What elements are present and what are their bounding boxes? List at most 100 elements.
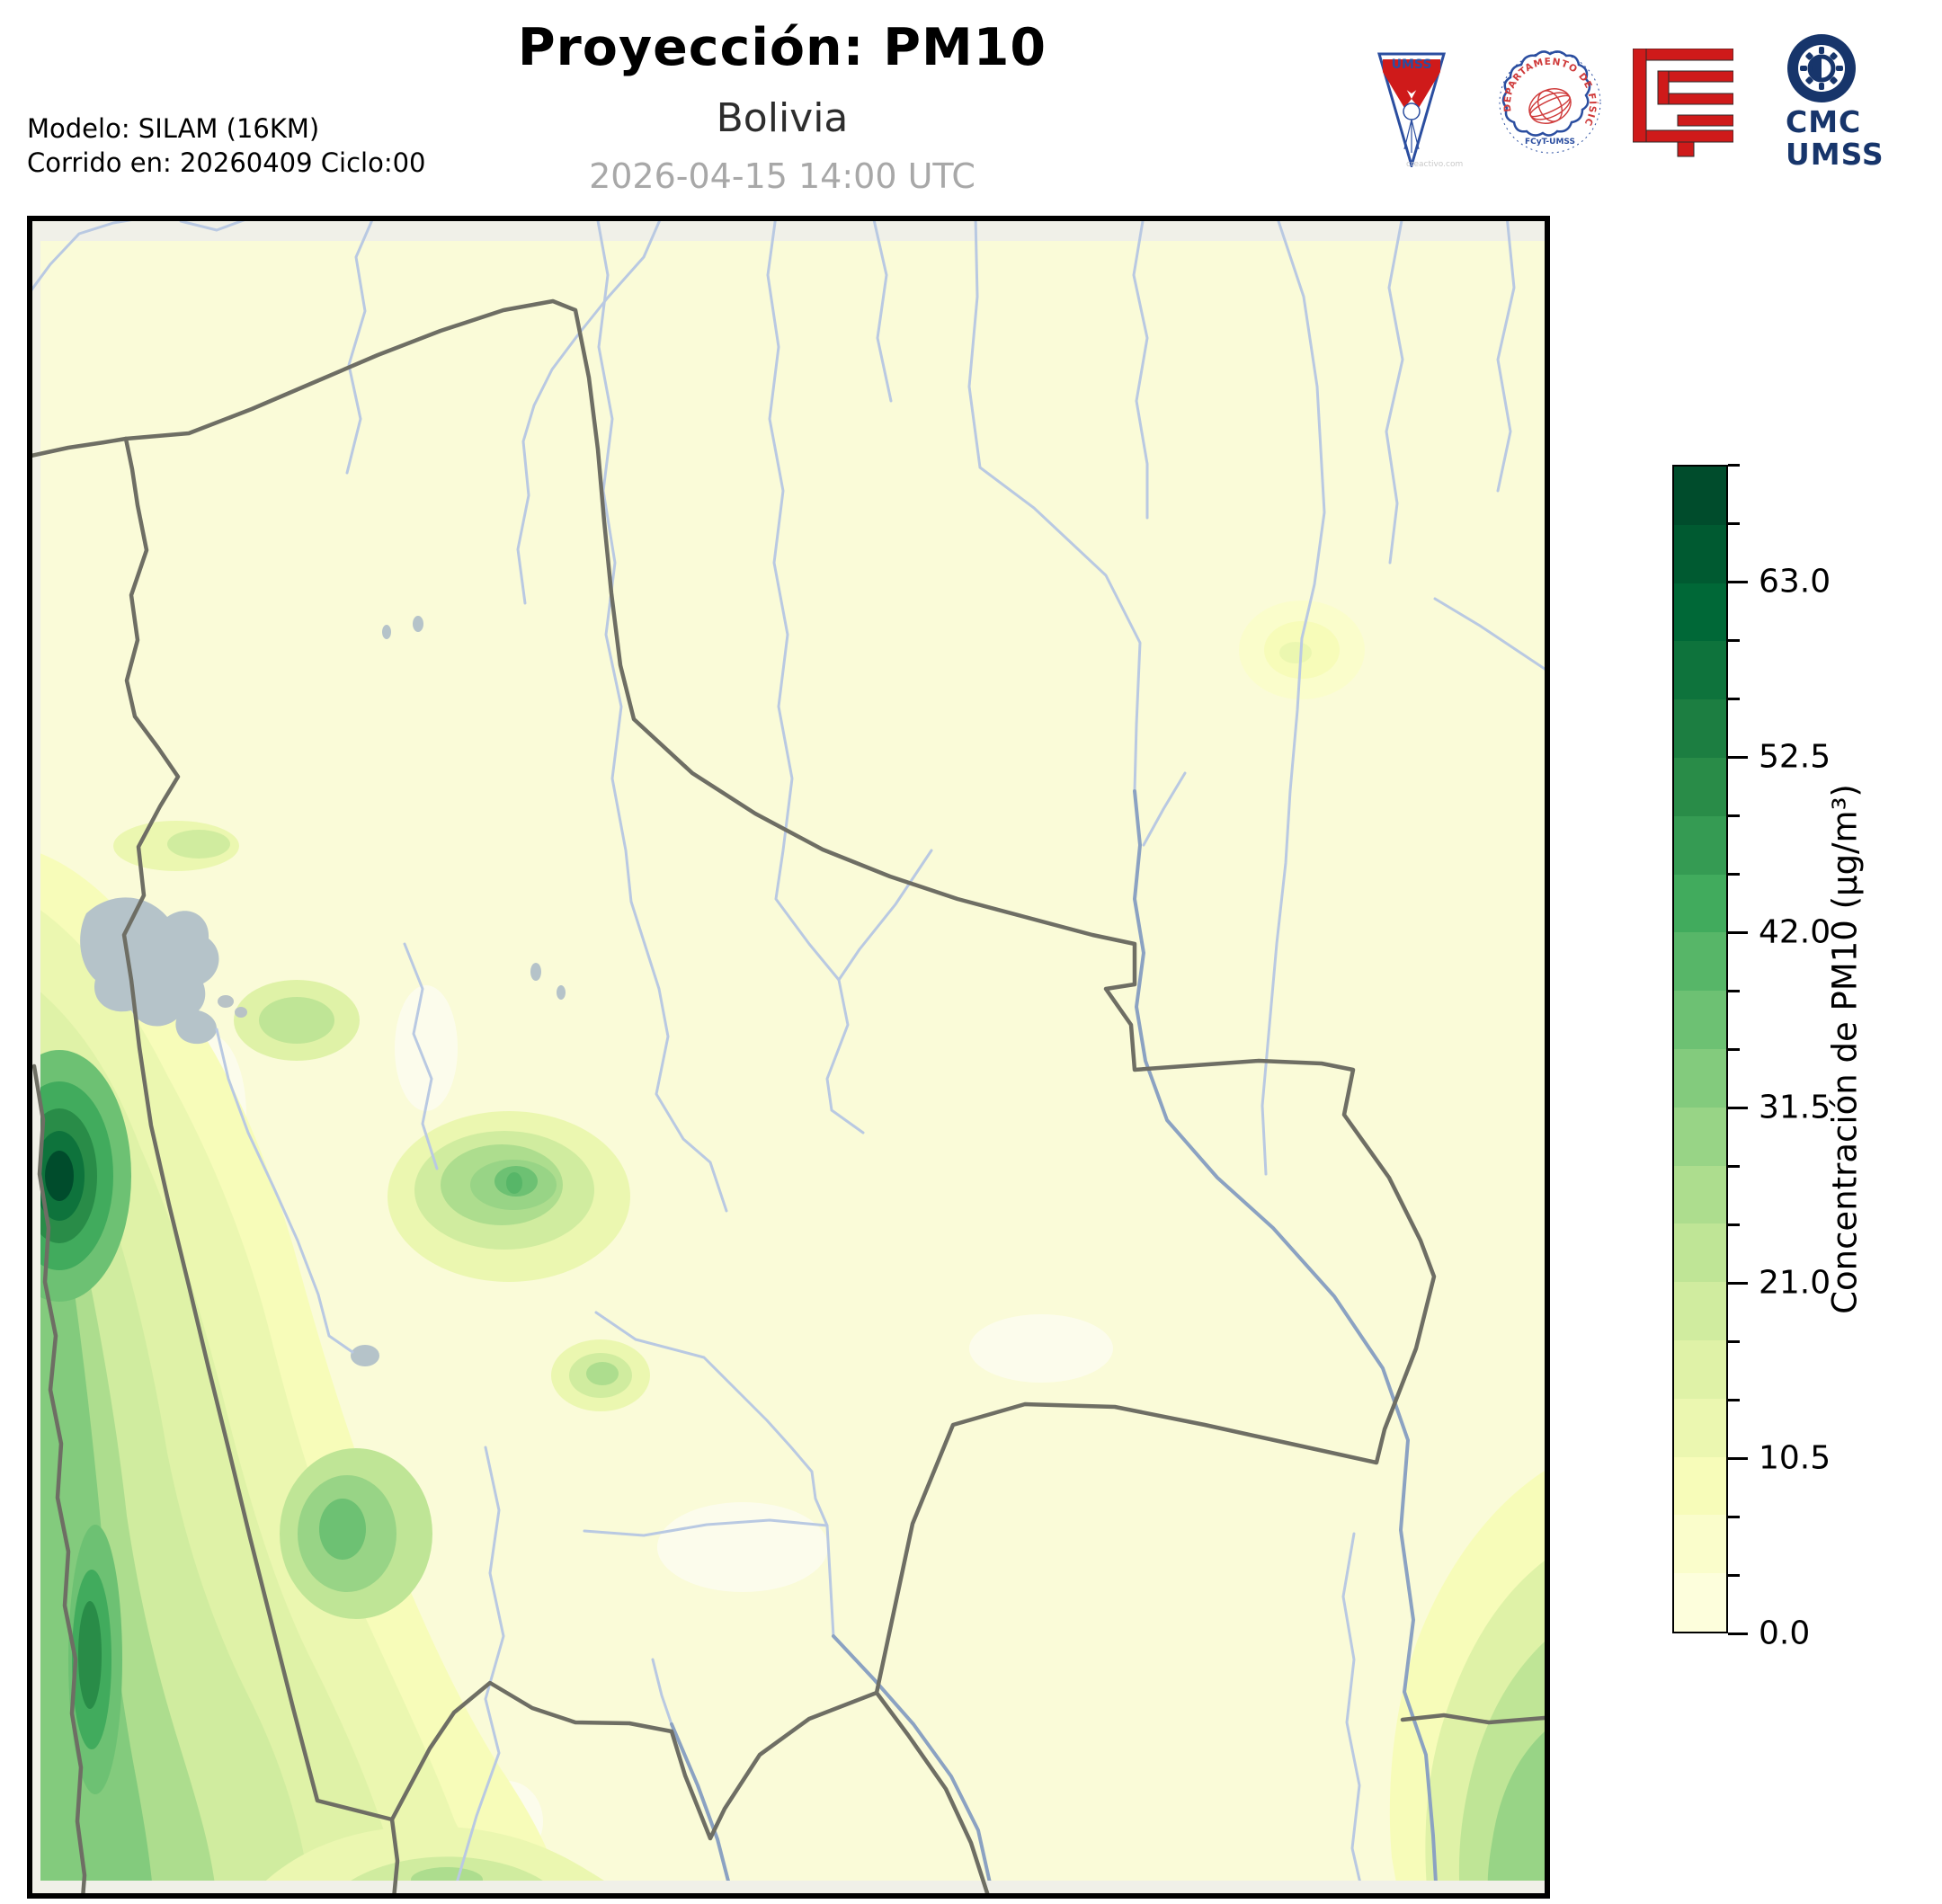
colorbar-tick-label: 0.0 <box>1759 1615 1811 1652</box>
coastal-band <box>78 1601 102 1709</box>
colorbar-tick <box>1728 463 1740 467</box>
river <box>651 1658 673 1726</box>
river <box>179 221 245 232</box>
colorbar-segment <box>1674 583 1726 642</box>
colorbar-segment <box>1674 1456 1726 1516</box>
seal-globe-sketch <box>1528 88 1572 124</box>
cmc-eye-half <box>1812 58 1822 78</box>
colorbar-tick <box>1728 755 1748 759</box>
colorbar-segment <box>1674 991 1726 1049</box>
river <box>837 849 933 982</box>
colorbar-tick <box>1728 580 1748 583</box>
colorbar-tick-label: 63.0 <box>1759 563 1831 601</box>
river <box>345 221 374 475</box>
white-patch <box>657 1502 828 1592</box>
white-patch <box>395 985 458 1111</box>
cmc-text-line2: UMSS <box>1786 137 1884 172</box>
colorbar-tick <box>1728 989 1740 992</box>
colorbar-segment <box>1674 1282 1726 1340</box>
pennant-red-top <box>1383 59 1440 99</box>
river <box>516 221 662 605</box>
colorbar-ticks: 0.0 10.5 21.0 31.5 42.0 52.5 63.0 <box>1728 463 1942 1652</box>
river <box>403 942 439 1170</box>
small-lake <box>530 963 541 981</box>
model-name: Modelo: SILAM (16KM) <box>27 113 320 144</box>
colorbar-segment <box>1674 757 1726 816</box>
umss-pennant-logo: UMSS <box>1377 52 1446 167</box>
pennant-text: UMSS <box>1392 58 1432 72</box>
colorbar-tick <box>1728 521 1740 525</box>
colorbar-segment <box>1674 641 1726 700</box>
pennant-red-right <box>1412 72 1440 108</box>
colorbar-segment <box>1674 1223 1726 1283</box>
river <box>872 221 893 403</box>
river <box>452 1446 505 1893</box>
contour-level <box>32 1147 154 1893</box>
river <box>1433 597 1545 671</box>
river-desaguadero <box>215 1028 354 1354</box>
river <box>967 221 1142 793</box>
colorbar-segment <box>1674 1339 1726 1399</box>
contour-blob <box>167 830 230 859</box>
cmc-text-line1: CMC <box>1786 104 1862 139</box>
river <box>1496 221 1516 493</box>
colorbar-segment <box>1674 699 1726 758</box>
departamento-fisica-seal: DEPARTAMENTO DE FÍSICA FCyT-UMSS <box>1496 38 1601 154</box>
seal-dotted-ring <box>1499 51 1601 154</box>
urban-patch <box>218 995 234 1008</box>
hotspot-core <box>45 1151 74 1201</box>
colorbar-tick <box>1728 638 1740 642</box>
colorbar-tick <box>1728 1573 1740 1577</box>
argentina-paraguay-border <box>874 1690 990 1893</box>
colorbar-tick <box>1728 1632 1748 1635</box>
colorbar-segment <box>1674 1048 1726 1108</box>
colorbar-tick <box>1728 872 1740 876</box>
white-patch <box>969 1314 1113 1383</box>
major-rivers <box>670 789 1439 1893</box>
colorbar-tick-label: 31.5 <box>1759 1089 1831 1126</box>
colorbar-segment <box>1674 1107 1726 1166</box>
colorbar-tick <box>1728 1223 1740 1226</box>
contour-blob <box>586 1362 619 1385</box>
colorbar-segment <box>1674 1515 1726 1574</box>
bolivia-country-border <box>121 298 1437 1841</box>
peru-brazil-border <box>32 436 129 458</box>
river <box>1142 771 1187 847</box>
colorbar-tick <box>1728 930 1748 934</box>
colorbar-segment <box>1674 1398 1726 1457</box>
lakes <box>80 616 566 1366</box>
rivers <box>32 221 1545 1893</box>
colorbar-tick <box>1728 1398 1740 1401</box>
seal-scalloped-border <box>1501 50 1591 137</box>
colorbar-segment <box>1674 932 1726 992</box>
river <box>596 221 728 1213</box>
cmc-eye-ring <box>1807 54 1836 83</box>
small-lake <box>382 625 391 639</box>
river <box>1341 1532 1365 1893</box>
colorbar-tick <box>1728 814 1740 817</box>
colorbar-tick-label: 42.0 <box>1759 913 1831 951</box>
river-pilcomayo-lower <box>832 1634 994 1893</box>
lake-titicaca <box>80 897 219 1027</box>
pennant-watermark: creactivo.com <box>1406 160 1464 169</box>
cmc-rays <box>1800 47 1843 90</box>
urban-patch <box>235 1007 247 1018</box>
colorbar-segment <box>1674 524 1726 583</box>
small-lake <box>557 985 566 1000</box>
pacific-coastline <box>32 1063 87 1893</box>
contour-blob <box>319 1499 366 1560</box>
colorbar-tick-label: 21.0 <box>1759 1264 1831 1302</box>
fcyt-greek-key <box>1633 49 1733 157</box>
colorbar-tick <box>1728 1339 1740 1343</box>
model-run: Corrido en: 20260409 Ciclo:00 <box>27 147 426 178</box>
river <box>1132 221 1149 520</box>
paraguay-brazil-border <box>1400 1713 1545 1725</box>
contour-blob <box>1279 642 1312 663</box>
colorbar-segment <box>1674 467 1726 525</box>
colorbar-tick-label: 10.5 <box>1759 1439 1831 1477</box>
page-subtitle: Bolivia <box>716 95 849 141</box>
contour-level <box>1487 1731 1545 1893</box>
seal-subtext: FCyT-UMSS <box>1525 138 1575 147</box>
pennant-tails <box>1403 119 1420 153</box>
domain-edge-strip-top <box>32 221 1545 241</box>
